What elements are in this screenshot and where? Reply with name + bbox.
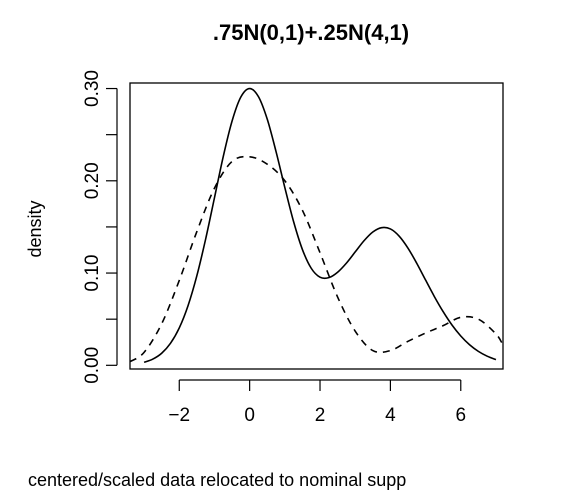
x-axis: −2 0 2 4 6 — [168, 379, 466, 426]
y-axis-title: density — [25, 200, 45, 257]
y-tick-label: 0.30 — [82, 70, 103, 107]
y-tick-label: 0.20 — [82, 162, 103, 199]
x-tick-label: 6 — [455, 405, 466, 426]
y-tick-label: 0.00 — [82, 347, 103, 384]
x-axis-title: centered/scaled data relocated to nomina… — [28, 470, 406, 490]
density-curve-solid — [143, 87, 497, 364]
chart-title: .75N(0,1)+.25N(4,1) — [213, 20, 409, 45]
x-tick-label: 0 — [244, 405, 255, 426]
x-tick-label: 2 — [315, 405, 326, 426]
x-tick-label: −2 — [168, 405, 190, 426]
plot-frame — [129, 82, 504, 370]
y-tick-label: 0.10 — [82, 255, 103, 292]
y-axis: 0.00 0.10 0.20 0.30 — [82, 70, 118, 384]
curves-layer — [129, 87, 504, 364]
x-tick-label: 4 — [385, 405, 396, 426]
density-curve-dashed — [129, 155, 504, 363]
